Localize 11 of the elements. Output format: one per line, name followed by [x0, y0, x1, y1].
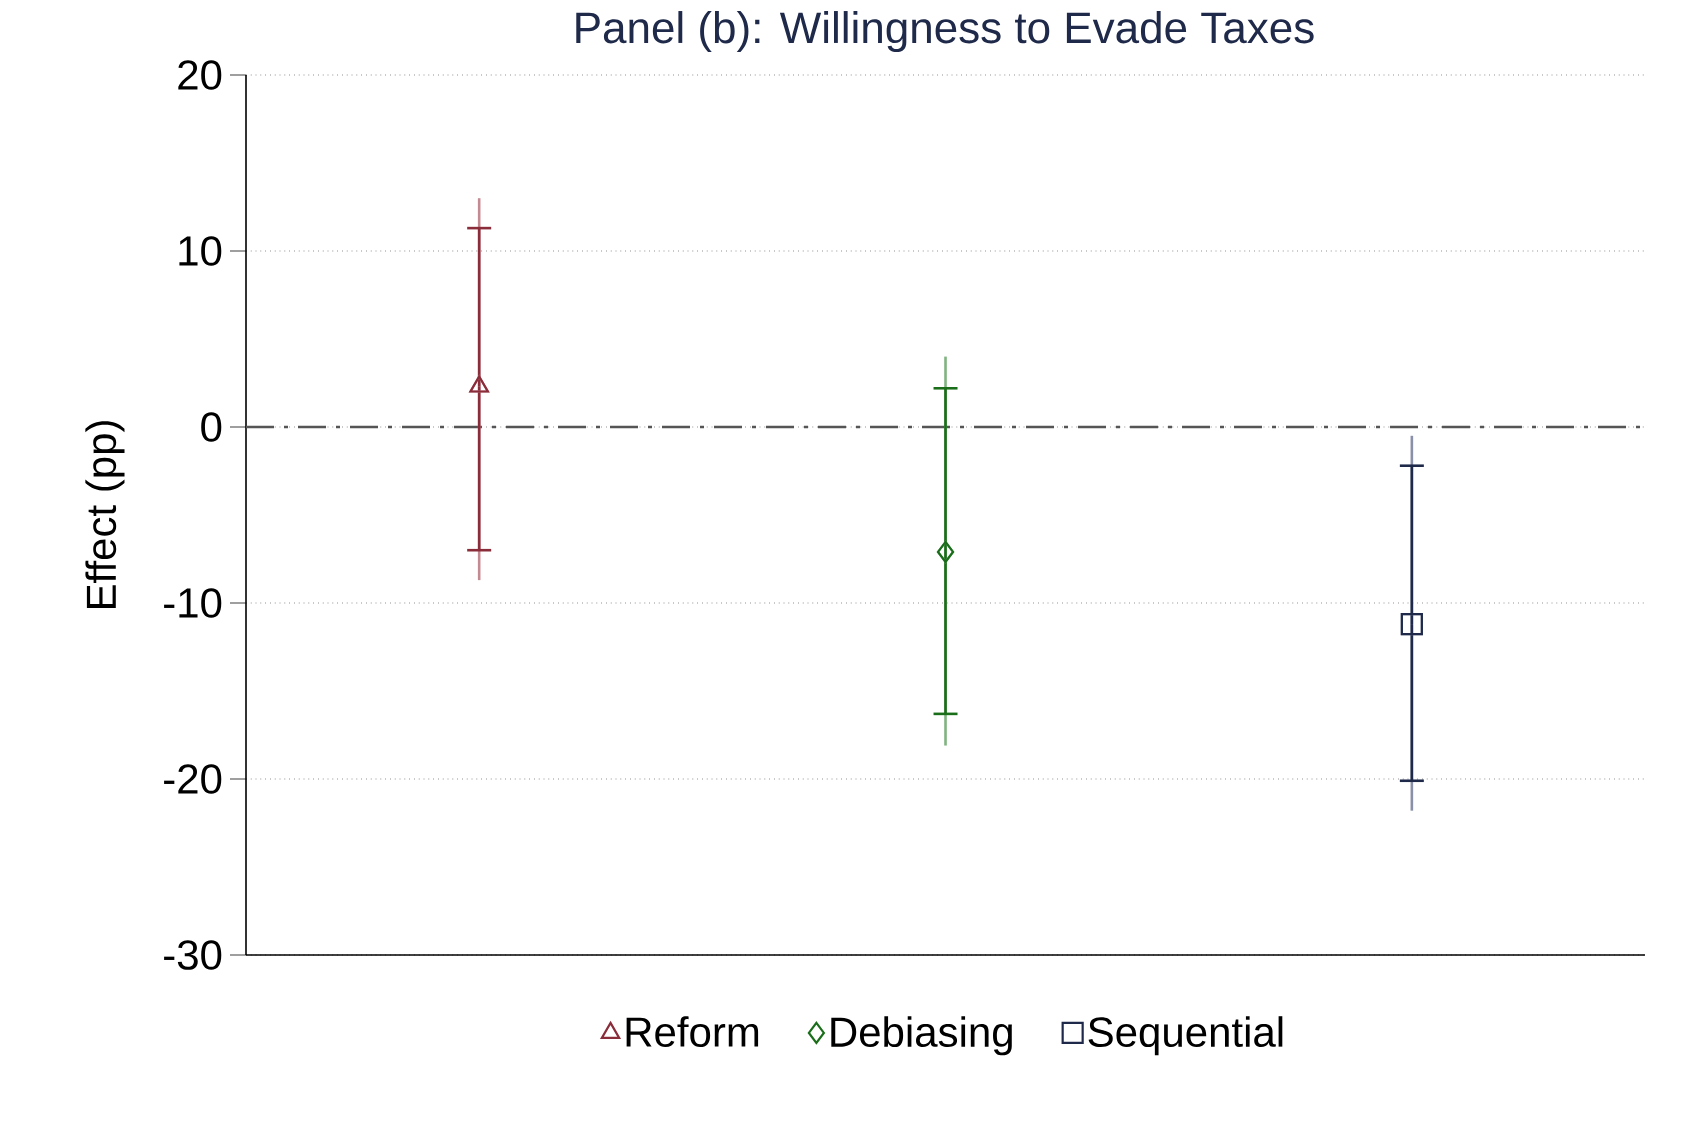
legend-label: Reform — [626, 1016, 759, 1048]
chart-title: Panel (b): Willingness to Evade Taxes — [576, 11, 1314, 53]
y-tick-label: -20 — [164, 764, 222, 794]
y-tick-label: -30 — [164, 940, 222, 970]
legend-label: Sequential — [1088, 1016, 1283, 1056]
y-axis-title: Effect (pp) — [85, 421, 125, 609]
y-tick-label: 10 — [179, 236, 222, 266]
y-tick-label: 20 — [178, 60, 222, 90]
legend-label: Debiasing — [831, 1016, 1012, 1056]
y-tick-label: -10 — [164, 588, 222, 618]
y-tick-label: 0 — [201, 412, 222, 442]
